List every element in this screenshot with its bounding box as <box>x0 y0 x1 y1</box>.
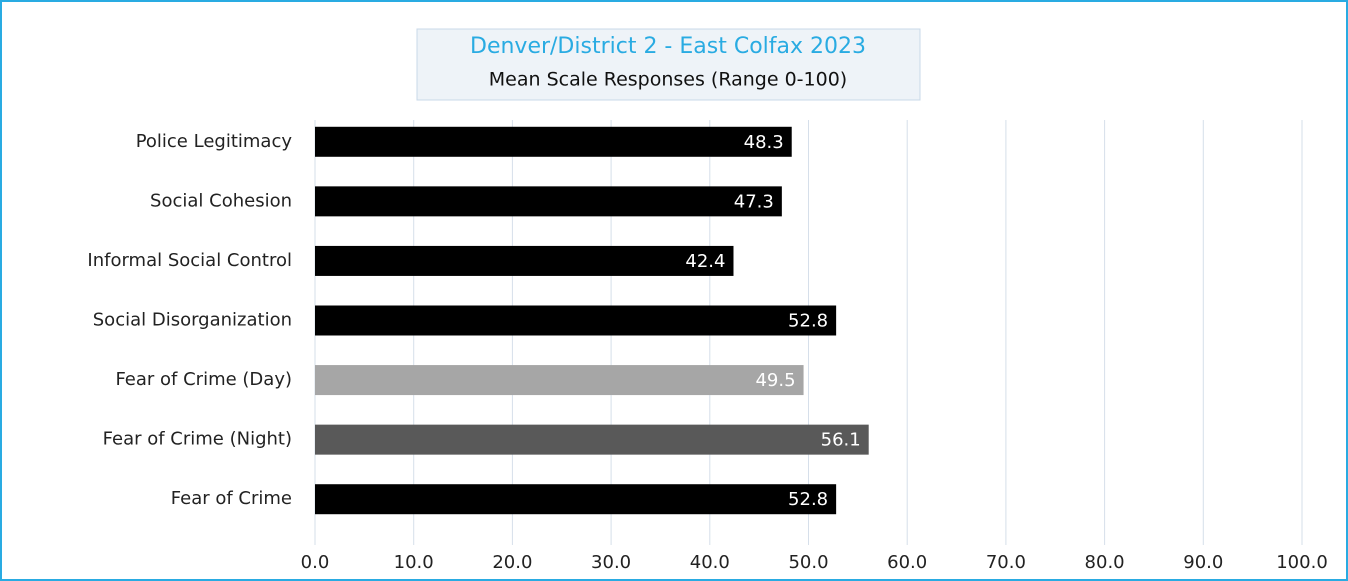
chart-subtitle: Mean Scale Responses (Range 0-100) <box>489 69 847 91</box>
y-tick-label: Social Disorganization <box>93 310 292 331</box>
x-tick-label: 50.0 <box>788 552 828 573</box>
x-tick-label: 70.0 <box>986 552 1026 573</box>
x-tick-label: 100.0 <box>1276 552 1328 573</box>
bar <box>315 126 792 157</box>
bar <box>315 365 804 396</box>
y-tick-label: Fear of Crime (Night) <box>103 429 292 450</box>
x-tick-label: 0.0 <box>301 552 330 573</box>
y-tick-label: Fear of Crime <box>171 488 292 509</box>
y-tick-label: Social Cohesion <box>150 190 292 211</box>
x-tick-label: 30.0 <box>591 552 631 573</box>
chart-title: Denver/District 2 - East Colfax 2023 <box>470 34 866 59</box>
value-label: 49.5 <box>755 370 795 391</box>
value-label: 42.4 <box>685 251 725 272</box>
bar <box>315 484 837 515</box>
y-tick-label: Fear of Crime (Day) <box>115 369 292 390</box>
bar <box>315 424 869 455</box>
title-box <box>416 28 921 101</box>
y-tick-label: Informal Social Control <box>87 250 292 271</box>
x-tick-label: 80.0 <box>1085 552 1125 573</box>
y-tick-label: Police Legitimacy <box>136 131 293 152</box>
value-label: 52.8 <box>788 311 828 332</box>
x-tick-label: 60.0 <box>887 552 927 573</box>
bar <box>315 245 734 276</box>
bar <box>315 305 837 336</box>
x-tick-label: 20.0 <box>492 552 532 573</box>
x-tick-label: 40.0 <box>690 552 730 573</box>
x-tick-label: 90.0 <box>1183 552 1223 573</box>
value-label: 56.1 <box>821 430 861 451</box>
x-tick-label: 10.0 <box>394 552 434 573</box>
value-label: 48.3 <box>744 132 784 153</box>
value-label: 47.3 <box>734 191 774 212</box>
value-label: 52.8 <box>788 489 828 510</box>
bar <box>315 186 782 217</box>
